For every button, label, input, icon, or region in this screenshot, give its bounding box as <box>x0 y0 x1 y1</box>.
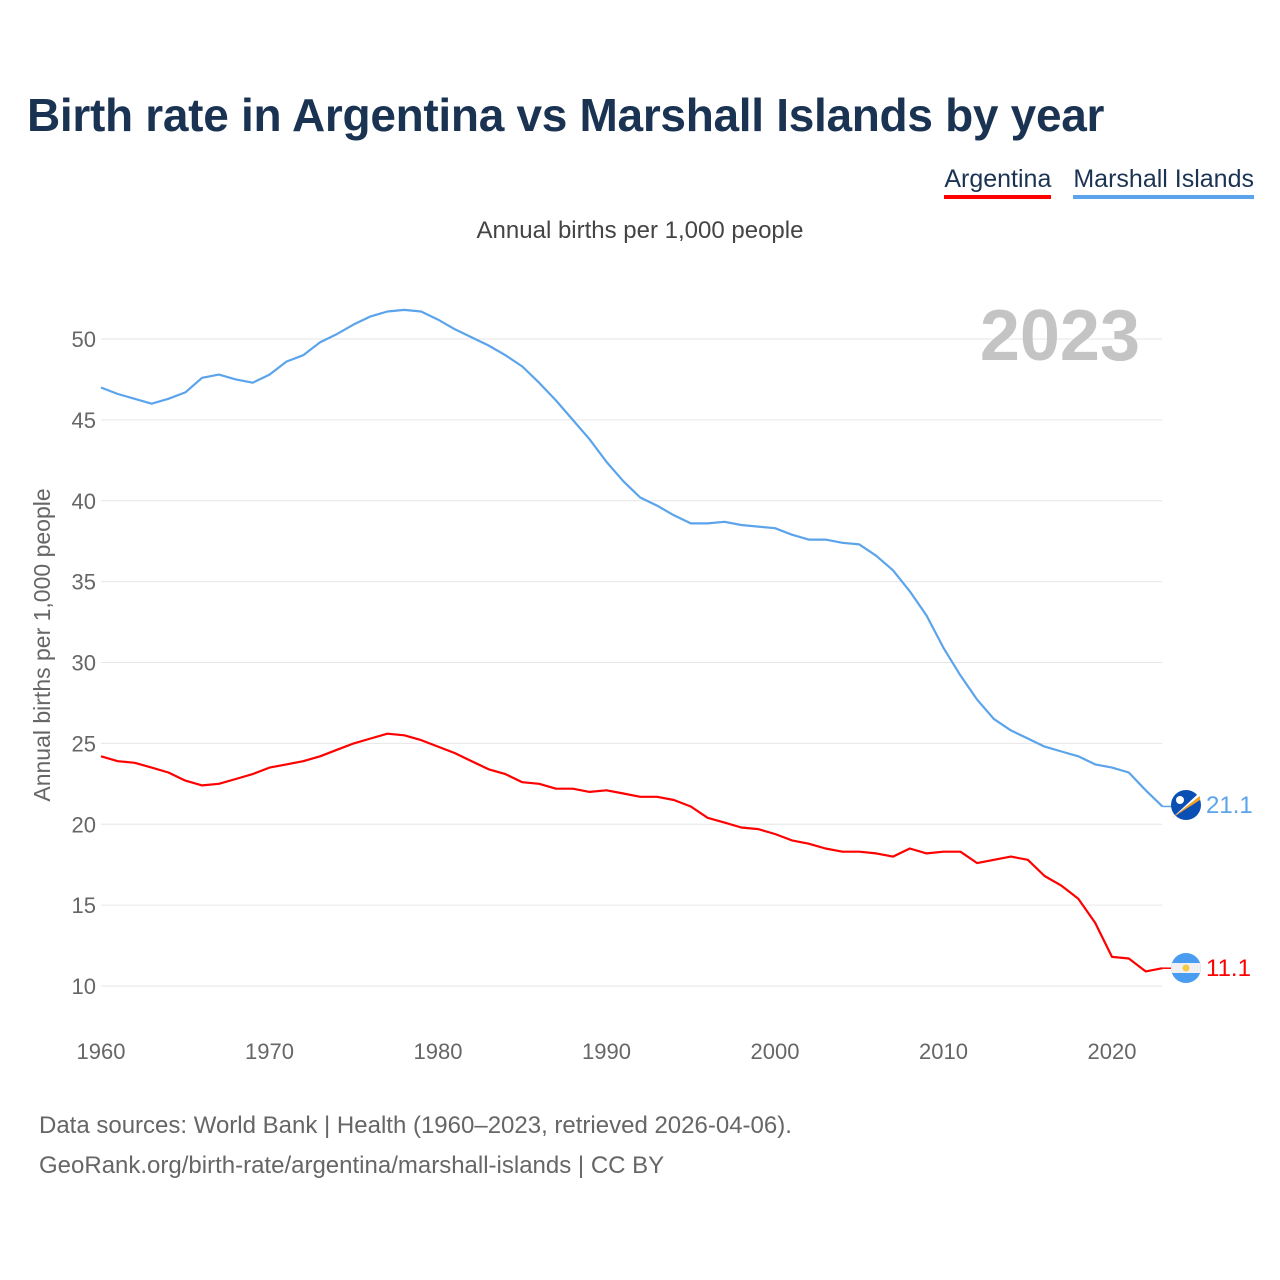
chart-title: Birth rate in Argentina vs Marshall Isla… <box>27 89 1105 141</box>
y-tick-label: 15 <box>72 893 96 918</box>
year-watermark: 2023 <box>980 296 1140 376</box>
y-tick-label: 25 <box>72 731 96 756</box>
argentina-end-label: 11.1 <box>1206 955 1251 982</box>
marshall-islands-flag-icon <box>1171 790 1201 820</box>
source-line-1: Data sources: World Bank | Health (1960–… <box>39 1112 792 1139</box>
x-tick-label: 1970 <box>245 1039 294 1064</box>
y-tick-label: 35 <box>72 570 96 595</box>
y-tick-label: 45 <box>72 408 96 433</box>
legend: Argentina Marshall Islands <box>944 165 1254 199</box>
legend-marshall-islands[interactable]: Marshall Islands <box>1073 165 1254 199</box>
argentina-flag-icon <box>1171 953 1201 983</box>
source-note: Data sources: World Bank | Health (1960–… <box>39 1106 792 1186</box>
y-axis-label: Annual births per 1,000 people <box>29 488 55 801</box>
x-tick-label: 2000 <box>751 1039 800 1064</box>
series-line-argentina <box>100 732 1163 973</box>
x-tick-label: 1980 <box>414 1039 463 1064</box>
y-tick-label: 50 <box>72 327 96 352</box>
source-line-2[interactable]: GeoRank.org/birth-rate/argentina/marshal… <box>39 1152 665 1179</box>
y-tick-label: 40 <box>72 489 96 514</box>
x-tick-label: 1960 <box>77 1039 126 1064</box>
y-tick-label: 10 <box>72 974 96 999</box>
x-tick-label: 2020 <box>1088 1039 1137 1064</box>
marshall-islands-end-label: 21.1 <box>1206 792 1253 819</box>
x-tick-label: 2010 <box>919 1039 968 1064</box>
legend-argentina[interactable]: Argentina <box>944 165 1052 199</box>
y-tick-label: 30 <box>72 651 96 676</box>
y-tick-label: 20 <box>72 812 96 837</box>
chart-subtitle: Annual births per 1,000 people <box>476 217 804 244</box>
series-line-marshall-islands <box>100 308 1164 808</box>
x-tick-label: 1990 <box>582 1039 631 1064</box>
